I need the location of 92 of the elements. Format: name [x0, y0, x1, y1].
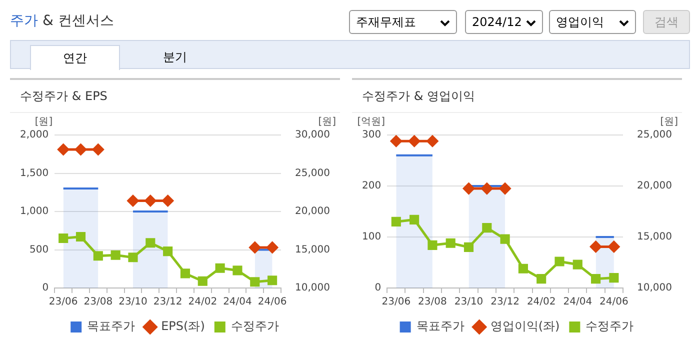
y-tick-label: 300: [362, 130, 382, 141]
y-tick-label: 1,000: [20, 206, 49, 218]
legend-label: 수정주가: [230, 319, 279, 334]
point: [128, 252, 138, 262]
point: [215, 263, 225, 273]
legend-label: EPS(좌): [161, 319, 205, 334]
x-tick-label: 23/06: [48, 296, 78, 308]
point: [58, 144, 70, 156]
x-tick-label: 24/02: [526, 296, 556, 308]
point: [572, 260, 582, 270]
point: [144, 195, 156, 207]
y-tick-label: 200: [362, 180, 382, 192]
y-axis-title: [원]: [34, 116, 53, 128]
y2-tick-label: 10,000: [637, 282, 672, 294]
x-tick-label: 24/06: [258, 296, 287, 308]
text: 주가 & 컨센서스: [10, 13, 114, 29]
y2-axis-title: [원]: [318, 116, 336, 128]
point: [93, 251, 103, 261]
legend-label: 수정주가: [586, 319, 634, 334]
y2-tick-label: 15,000: [637, 232, 672, 243]
y2-tick-label: 30,000: [295, 130, 330, 141]
legend-label: 영업이익(좌): [490, 319, 560, 334]
point: [481, 182, 493, 194]
point: [162, 195, 174, 207]
x-tick-label: 23/10: [454, 296, 484, 308]
x-tick-label: 23/08: [418, 296, 447, 308]
point: [391, 216, 401, 226]
y-tick-label: 0: [374, 282, 382, 294]
y-tick-label: 0: [42, 282, 49, 294]
y-axis-title: [억원]: [357, 116, 386, 128]
point: [198, 276, 208, 286]
point: [58, 233, 68, 244]
x-tick-label: 23/06: [382, 296, 411, 308]
point: [590, 240, 602, 252]
tab[interactable]: 연간: [30, 45, 120, 70]
y-tick-label: 2,000: [20, 130, 49, 141]
y2-axis-title: [원]: [660, 116, 678, 128]
point: [127, 195, 139, 207]
x-tick-label: 24/02: [188, 296, 218, 308]
point: [426, 135, 438, 147]
dropdown[interactable]: 주재무제표: [349, 10, 457, 34]
point: [268, 276, 278, 286]
point: [390, 135, 402, 147]
point: [76, 232, 86, 242]
legend-label: 목표주가: [87, 319, 136, 334]
point: [410, 214, 420, 224]
point: [536, 274, 546, 284]
point: [146, 238, 156, 248]
point: [609, 273, 619, 283]
point: [250, 277, 260, 287]
point: [608, 240, 620, 252]
point: [463, 182, 475, 194]
point: [266, 242, 278, 254]
y2-tick-label: 20,000: [637, 180, 672, 192]
point: [500, 234, 510, 244]
y-tick-label: 100: [362, 232, 382, 243]
point: [180, 268, 190, 278]
x-tick-label: 23/08: [84, 296, 113, 308]
y2-tick-label: 25,000: [295, 168, 330, 179]
y-tick-label: 500: [30, 244, 49, 256]
x-tick-label: 23/10: [118, 296, 148, 308]
y2-tick-label: 20,000: [295, 206, 330, 218]
y-tick-label: 1,500: [20, 168, 49, 179]
x-tick-label: 23/12: [153, 296, 182, 308]
dropdown[interactable]: 영업이익: [549, 10, 636, 34]
point: [591, 274, 601, 284]
point: [554, 256, 564, 266]
point: [75, 144, 86, 156]
y2-tick-label: 15,000: [295, 244, 330, 256]
tab[interactable]: 분기: [130, 45, 220, 70]
x-tick-label: 23/12: [490, 296, 520, 308]
x-tick-label: 24/06: [600, 296, 628, 308]
point: [499, 182, 511, 194]
chart-title: 수정주가 & EPS: [10, 80, 340, 113]
point: [482, 223, 492, 233]
point: [518, 264, 528, 274]
point: [163, 246, 173, 256]
dropdown[interactable]: 2024/12: [465, 10, 543, 34]
point: [232, 266, 242, 276]
point: [408, 135, 420, 147]
legend-label: 목표주가: [416, 319, 464, 334]
point: [92, 144, 104, 156]
chart-title: 수정주가 & 영업이익: [352, 80, 682, 113]
y2-tick-label: 10,000: [295, 282, 330, 294]
x-tick-label: 24/04: [223, 296, 252, 308]
point: [110, 250, 120, 260]
x-tick-label: 24/04: [563, 296, 592, 308]
point: [428, 240, 438, 250]
point: [464, 242, 474, 252]
point: [249, 242, 261, 254]
y2-tick-label: 25,000: [637, 130, 672, 141]
point: [446, 238, 456, 248]
